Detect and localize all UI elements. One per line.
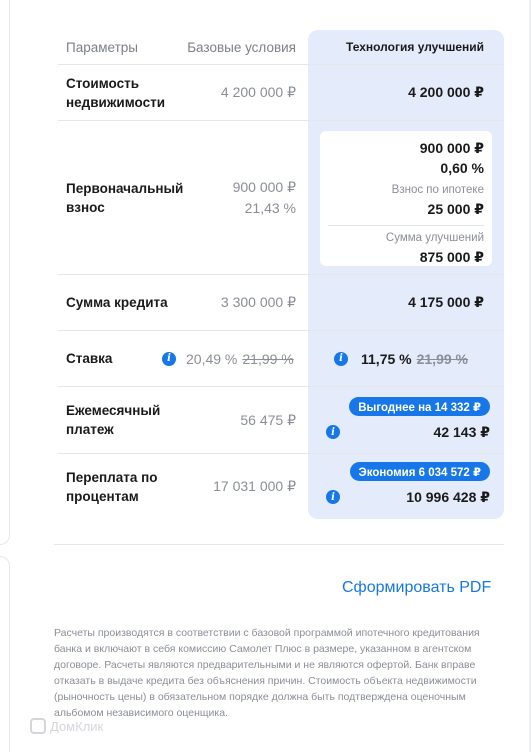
- left-panel-edge: [0, 0, 10, 545]
- tech-rate-old: 21,99 %: [416, 350, 468, 367]
- base-rate-old: 21,99 %: [242, 350, 294, 367]
- watermark-logo-icon: [30, 718, 46, 734]
- tech-value: 10 996 428 ₽: [406, 488, 490, 505]
- table-row-rate: Ставка i 20,49 % 21,99 % i 11,75 % 21,99…: [58, 331, 504, 387]
- comparison-table: Параметры Базовые условия Технология улу…: [58, 30, 504, 519]
- improvements-label: Сумма улучшений: [385, 232, 484, 244]
- table-row-overpayment: Переплата по процентам 17 031 000 ₽ Экон…: [58, 454, 504, 519]
- base-value: 17 031 000 ₽: [213, 478, 296, 494]
- overpay-tech-line: i 10 996 428 ₽: [326, 486, 490, 508]
- tech-percent: 0,60 %: [440, 160, 484, 176]
- base-amount: 900 000 ₽: [232, 178, 296, 195]
- scrollbar-track[interactable]: [529, 0, 531, 752]
- tech-amount: 900 000 ₽: [419, 140, 484, 156]
- row-label: Сумма кредита: [66, 295, 168, 310]
- info-icon[interactable]: i: [334, 351, 348, 366]
- savings-badge: Экономия 6 034 572 ₽: [349, 462, 490, 481]
- tech-rate: i 11,75 % 21,99 %: [334, 331, 484, 386]
- tech-rate-value: 11,75 %: [361, 350, 412, 367]
- section-divider: [54, 544, 504, 545]
- table-row-monthly-payment: Ежемесячный платеж 56 475 ₽ Выгоднее на …: [58, 387, 504, 454]
- header-tech: Технология улучшений: [345, 40, 484, 54]
- row-label: Ставка: [66, 351, 113, 366]
- card-divider: [328, 225, 484, 226]
- base-value: 3 300 000 ₽: [220, 294, 296, 310]
- watermark-text: ДомКлик: [50, 718, 104, 734]
- initial-payment-breakdown-card: 900 000 ₽ 0,60 % Взнос по ипотеке 25 000…: [320, 131, 492, 266]
- info-icon[interactable]: i: [326, 425, 340, 439]
- row-label: Первоначальный взнос: [66, 180, 184, 215]
- improvements-value: 875 000 ₽: [419, 249, 484, 265]
- disclaimer-text: Расчеты производятся в соответствии с ба…: [54, 627, 480, 719]
- generate-pdf-link[interactable]: Сформировать PDF: [342, 579, 492, 596]
- row-label: Стоимость недвижимости: [66, 75, 165, 110]
- base-percent: 21,43 %: [244, 199, 296, 216]
- mortgage-fee-value: 25 000 ₽: [427, 201, 484, 217]
- left-panel-edge-lower: [0, 556, 10, 752]
- base-rate-value: 20,49 %: [186, 350, 238, 367]
- row-label: Переплата по процентам: [66, 469, 158, 504]
- header-base: Базовые условия: [187, 39, 296, 55]
- table-row-price: Стоимость недвижимости 4 200 000 ₽ 4 200…: [58, 65, 504, 121]
- tech-value: 4 200 000 ₽: [408, 84, 484, 100]
- info-icon[interactable]: i: [326, 490, 340, 504]
- base-value: 56 475 ₽: [240, 411, 296, 428]
- watermark: ДомКлик: [30, 718, 103, 734]
- table-row-credit: Сумма кредита 3 300 000 ₽ 4 175 000 ₽: [58, 275, 504, 331]
- base-value: 4 200 000 ₽: [220, 84, 296, 100]
- overpay-savings: Экономия 6 034 572 ₽ i 10 996 428 ₽: [326, 462, 490, 514]
- table-header: Параметры Базовые условия Технология улу…: [58, 30, 504, 65]
- monthly-benefit: Выгоднее на 14 332 ₽ i 42 143 ₽: [326, 397, 490, 449]
- benefit-badge: Выгоднее на 14 332 ₽: [349, 397, 490, 416]
- table-row-initial-payment: Первоначальный взнос 900 000 ₽ 21,43 % 9…: [58, 121, 504, 275]
- mortgage-fee-label: Взнос по ипотеке: [391, 184, 484, 196]
- base-value: 900 000 ₽ 21,43 %: [168, 121, 306, 274]
- tech-value: 42 143 ₽: [433, 423, 490, 440]
- base-rate: i 20,49 % 21,99 %: [162, 331, 296, 386]
- monthly-tech-line: i 42 143 ₽: [326, 421, 490, 443]
- row-label: Ежемесячный платеж: [66, 403, 161, 437]
- tech-value: 4 175 000 ₽: [408, 294, 484, 310]
- info-icon[interactable]: i: [162, 351, 176, 366]
- header-params: Параметры: [66, 39, 138, 55]
